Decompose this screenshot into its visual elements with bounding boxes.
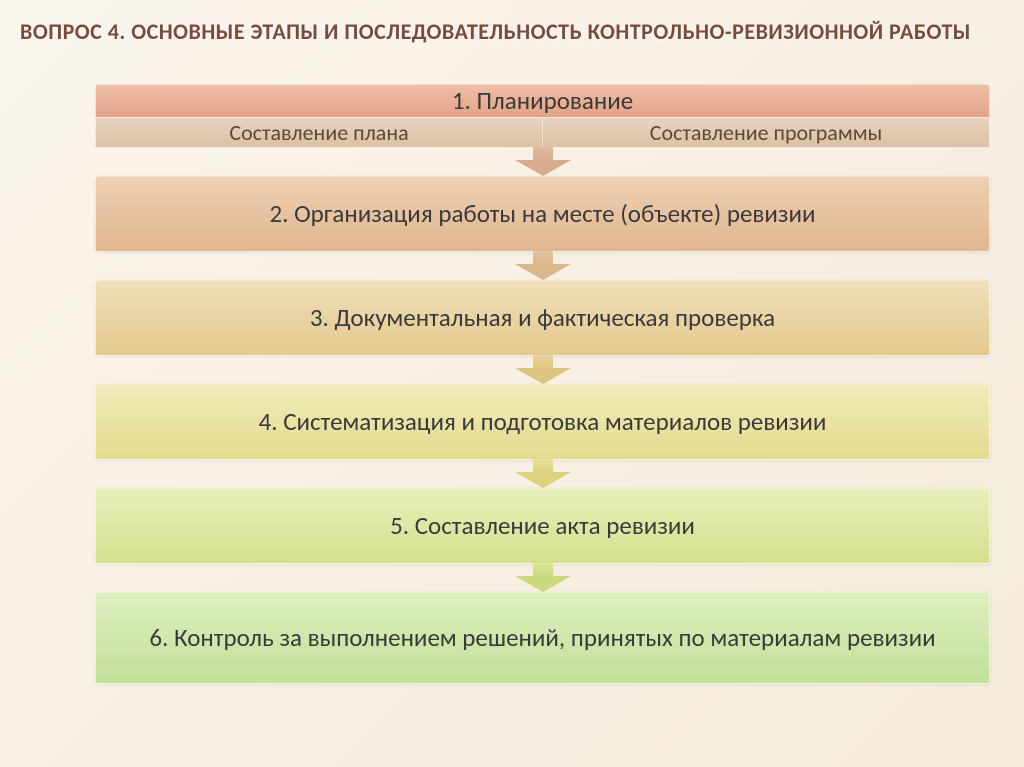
flow-arrow-icon bbox=[95, 252, 990, 280]
flow-step-4: 4. Систематизация и подготовка материало… bbox=[95, 384, 990, 460]
step-sub-left: Составление плана bbox=[95, 118, 543, 148]
flow-step-5: 5. Составление акта ревизии bbox=[95, 488, 990, 564]
step-label: 3. Документальная и фактическая проверка bbox=[280, 302, 805, 333]
flow-step-3: 3. Документальная и фактическая проверка bbox=[95, 280, 990, 356]
flow-arrow-icon bbox=[95, 148, 990, 176]
flow-step-2: 2. Организация работы на месте (объекте)… bbox=[95, 176, 990, 252]
step-sub-right: Составление программы bbox=[543, 118, 990, 148]
step-label: 2. Организация работы на месте (объекте)… bbox=[239, 198, 845, 229]
flow-step-1: 1. ПланированиеСоставление планаСоставле… bbox=[95, 84, 990, 148]
step-label: 5. Составление акта ревизии bbox=[360, 510, 725, 541]
flow-arrow-icon bbox=[95, 460, 990, 488]
step-label: 4. Систематизация и подготовка материало… bbox=[229, 406, 857, 437]
flow-step-6: 6. Контроль за выполнением решений, прин… bbox=[95, 592, 990, 684]
flow-arrow-icon bbox=[95, 564, 990, 592]
flow-diagram: 1. ПланированиеСоставление планаСоставле… bbox=[95, 84, 990, 727]
step-label: 6. Контроль за выполнением решений, прин… bbox=[119, 622, 965, 653]
step-label: 1. Планирование bbox=[422, 85, 663, 116]
slide-title: ВОПРОС 4. ОСНОВНЫЕ ЭТАПЫ И ПОСЛЕДОВАТЕЛЬ… bbox=[0, 0, 1024, 58]
flow-arrow-icon bbox=[95, 356, 990, 384]
